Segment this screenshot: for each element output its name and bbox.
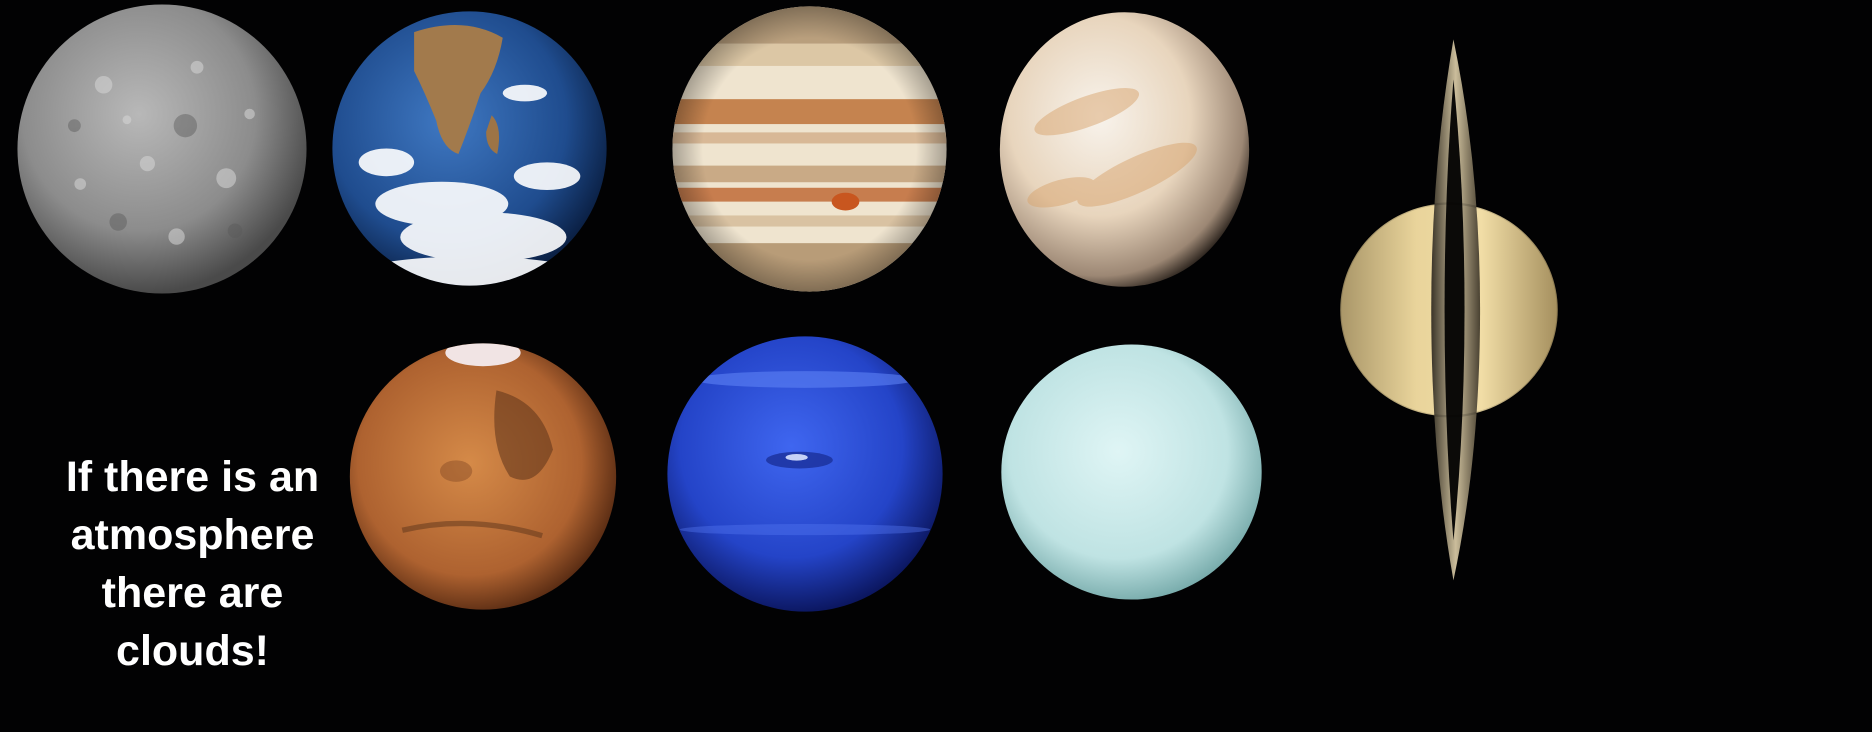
earth-image [331, 10, 608, 287]
mars-image [348, 342, 618, 611]
caption-text: If there is an atmosphere there are clou… [65, 453, 320, 675]
saturn-image [1338, 35, 1560, 587]
jupiter-image [671, 5, 948, 293]
neptune-image [665, 335, 945, 613]
uranus-image [1000, 343, 1263, 601]
mercury-image [16, 3, 308, 295]
venus-image [998, 11, 1251, 288]
